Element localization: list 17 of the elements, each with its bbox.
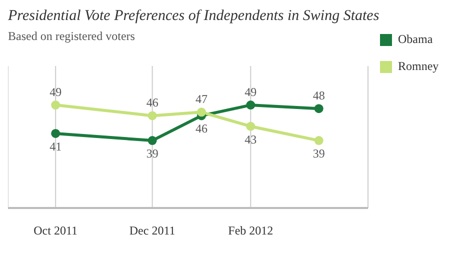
data-label: 49 [244,85,257,100]
data-label: 39 [312,146,325,161]
data-label: 49 [50,85,62,100]
chart-title: Presidential Vote Preferences of Independents in Swing States [8,8,380,25]
chart-subtitle: Based on registered voters [8,29,135,43]
x-tick-label: Oct 2011 [34,224,78,238]
data-label: 43 [244,132,257,146]
data-label: 48 [312,88,325,103]
legend-label: Obama [397,32,434,47]
data-label: 46 [195,122,208,136]
data-label: 41 [50,139,62,154]
data-label: 47 [195,92,208,106]
data-label: 46 [146,96,158,110]
x-tick-label: Dec 2011 [129,224,176,238]
data-label: 39 [146,146,158,161]
legend-label: Romney [397,59,439,74]
x-tick-label: Feb 2012 [228,224,274,238]
